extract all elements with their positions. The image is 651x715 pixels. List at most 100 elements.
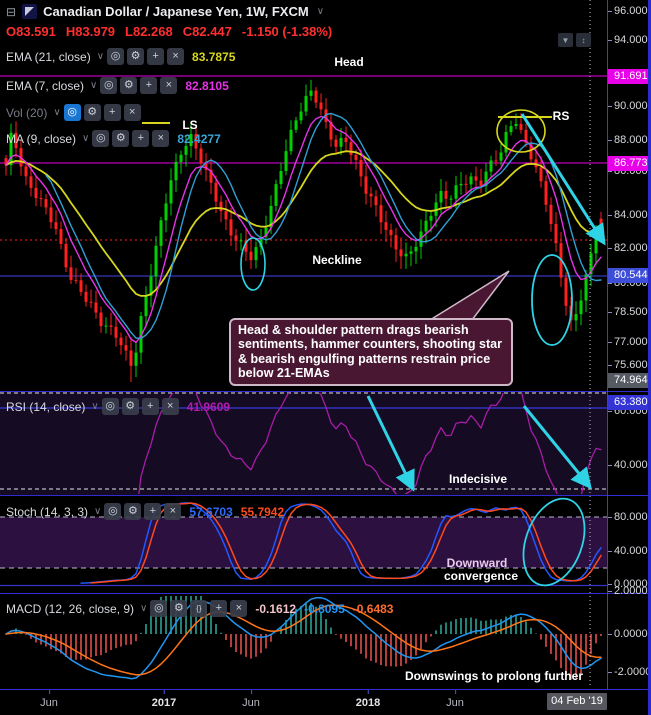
- eye-icon[interactable]: ◎: [104, 503, 122, 520]
- time-tick: 2017: [151, 690, 177, 709]
- close-icon[interactable]: ×: [160, 77, 178, 94]
- ohlc-change: -1.150 (-1.38%): [241, 24, 333, 39]
- ema7-value: 82.8105: [185, 78, 229, 93]
- gear-icon[interactable]: ⚙: [121, 398, 139, 415]
- chevron-down-icon[interactable]: ∨: [140, 603, 148, 614]
- close-icon[interactable]: ×: [123, 104, 141, 121]
- time-tick: Jun: [446, 690, 464, 709]
- close-icon[interactable]: ×: [152, 130, 170, 147]
- scroll-down-button[interactable]: ▼: [558, 33, 573, 47]
- annotation-label-head: Head: [334, 55, 363, 69]
- price-axis[interactable]: 96.000 94.000 91.691 90.000 88.000 86.000 86.7…: [608, 0, 651, 715]
- axis-label: 2.0000: [608, 584, 651, 598]
- vol-label[interactable]: Vol (20): [6, 105, 48, 120]
- ohlc-low: L82.268: [125, 24, 173, 39]
- chevron-down-icon[interactable]: ∨: [96, 51, 105, 62]
- price-tag: 86.773: [608, 156, 651, 171]
- indicator-row-ema21: EMA (21, close) ∨ ◎ ⚙ + × 83.7875: [6, 48, 235, 65]
- plus-icon[interactable]: +: [144, 503, 162, 520]
- plus-icon[interactable]: +: [147, 48, 165, 65]
- maximize-pane-button[interactable]: ↕: [576, 33, 591, 47]
- plus-icon[interactable]: +: [140, 77, 158, 94]
- chevron-down-icon[interactable]: ∨: [316, 6, 325, 17]
- indicator-row-rsi: RSI (14, close) ∨ ◎ ⚙ + × 41.9609: [6, 398, 230, 415]
- axis-label: 77.000: [608, 335, 651, 349]
- eye-icon[interactable]: ◎: [100, 77, 118, 94]
- time-tick: Jun: [40, 690, 58, 709]
- macd-hist-value: -0.1612: [255, 601, 297, 616]
- annotation-label-indecisive: Indecisive: [449, 472, 507, 486]
- ohlc-row: O83.591 H83.979 L82.268 C82.447 -1.150 (…: [6, 24, 332, 39]
- annotation-label-neckline: Neckline: [312, 253, 362, 267]
- ema7-label[interactable]: EMA (7, close): [6, 78, 85, 93]
- ema21-value: 83.7875: [192, 49, 236, 64]
- ma9-label[interactable]: MA (9, close): [6, 131, 77, 146]
- annotation-label-downward-1: Downward: [447, 556, 508, 570]
- plus-icon[interactable]: +: [141, 398, 159, 415]
- axis-label: 40.0000: [608, 544, 651, 558]
- close-icon[interactable]: ×: [164, 503, 182, 520]
- symbol-title[interactable]: Canadian Dollar / Japanese Yen, 1W, FXCM: [43, 4, 309, 19]
- eye-icon[interactable]: ◎: [150, 600, 168, 617]
- annotation-label-downswings: Downswings to prolong further: [405, 669, 583, 683]
- chevron-down-icon[interactable]: ∨: [82, 133, 90, 144]
- eye-icon[interactable]: ◎: [63, 104, 81, 121]
- collapse-pane-icon[interactable]: ⊟: [6, 4, 17, 19]
- plus-icon[interactable]: +: [132, 130, 150, 147]
- price-tag: 63.3800: [608, 395, 651, 410]
- eye-icon[interactable]: ◎: [107, 48, 125, 65]
- analysis-callout: Head & shoulder pattern drags bearish se…: [229, 318, 513, 386]
- axis-label: 84.000: [608, 208, 651, 222]
- date-tag: 04 Feb '19: [547, 693, 607, 710]
- annotations: Head LS RS Neckline Indecisive Downwardconver…: [142, 0, 606, 688]
- right-edge-strip: [648, 0, 651, 715]
- stoch-k-value: 57.6703: [189, 504, 233, 519]
- stoch-label[interactable]: Stoch (14, 3, 3): [6, 504, 89, 519]
- axis-label: 75.600: [608, 358, 651, 372]
- eye-icon[interactable]: ◎: [92, 130, 110, 147]
- eye-icon[interactable]: ◎: [101, 398, 119, 415]
- gear-icon[interactable]: ⚙: [112, 130, 130, 147]
- macd-line-value: -0.8095: [304, 601, 345, 616]
- chevron-down-icon[interactable]: ∨: [94, 506, 102, 517]
- axis-label: 88.000: [608, 133, 651, 147]
- time-tick: 2018: [355, 690, 381, 709]
- gear-icon[interactable]: ⚙: [127, 48, 145, 65]
- plus-icon[interactable]: +: [210, 600, 228, 617]
- ema21-label[interactable]: EMA (21, close): [6, 49, 91, 64]
- axis-label: -2.0000: [608, 665, 651, 679]
- price-tag: 74.964: [608, 373, 651, 388]
- gear-icon[interactable]: ⚙: [83, 104, 101, 121]
- macd-signal-value: -0.6483: [352, 601, 394, 616]
- macd-label[interactable]: MACD (12, 26, close, 9): [6, 601, 135, 616]
- annotation-label-downward-2: convergence: [444, 569, 518, 583]
- rsi-label[interactable]: RSI (14, close): [6, 399, 86, 414]
- time-axis[interactable]: Jun 2017 Jun 2018 Jun 04 Feb '19: [0, 689, 651, 715]
- axis-label: 0.0000: [608, 627, 651, 641]
- gear-icon[interactable]: ⚙: [120, 77, 138, 94]
- time-tick: Jun: [242, 690, 260, 709]
- close-icon[interactable]: ×: [167, 48, 185, 65]
- axis-label: 0.0000: [608, 577, 651, 591]
- chevron-down-icon[interactable]: ∨: [90, 80, 98, 91]
- plus-icon[interactable]: +: [103, 104, 121, 121]
- source-code-icon[interactable]: {}: [190, 600, 208, 617]
- axis-label: 96.000: [608, 4, 651, 18]
- annotation-label-ls: LS: [182, 118, 197, 132]
- gear-icon[interactable]: ⚙: [124, 503, 142, 520]
- indicator-row-macd: MACD (12, 26, close, 9) ∨ ◎ ⚙ {} + × -0.…: [6, 600, 393, 617]
- ohlc-open: O83.591: [6, 24, 56, 39]
- close-icon[interactable]: ×: [161, 398, 179, 415]
- chart-header: ⊟ Canadian Dollar / Japanese Yen, 1W, FX…: [6, 4, 332, 39]
- indicator-row-ma9: MA (9, close) ∨ ◎ ⚙ + × 82.4277: [6, 130, 221, 147]
- axis-label: 90.000: [608, 99, 651, 113]
- indicator-row-stoch: Stoch (14, 3, 3) ∨ ◎ ⚙ + × 57.6703 55.79…: [6, 503, 284, 520]
- axis-label: 40.0000: [608, 458, 651, 472]
- chevron-down-icon[interactable]: ∨: [53, 107, 61, 118]
- chevron-down-icon[interactable]: ∨: [91, 401, 99, 412]
- price-tag: 91.691: [608, 69, 651, 84]
- gear-icon[interactable]: ⚙: [170, 600, 188, 617]
- close-icon[interactable]: ×: [230, 600, 248, 617]
- indicator-row-vol: Vol (20) ∨ ◎ ⚙ + ×: [6, 104, 141, 121]
